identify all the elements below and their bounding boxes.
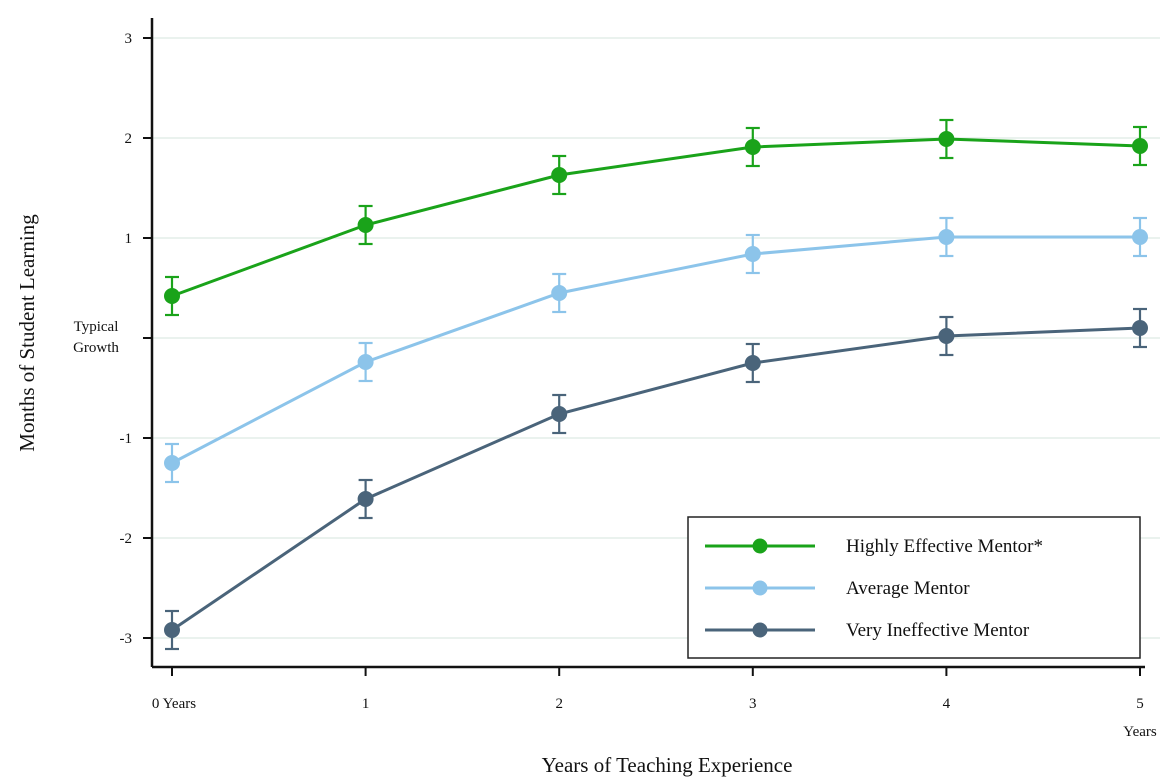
data-point: [744, 139, 761, 155]
data-point: [164, 622, 180, 638]
data-point: [938, 131, 955, 147]
gridlines: [152, 37, 1160, 639]
x-tick-label: 1: [362, 696, 370, 712]
y-tick-label: -3: [120, 631, 133, 647]
series-line: [171, 137, 1141, 298]
data-point: [1132, 229, 1148, 245]
data-point: [164, 455, 180, 471]
data-point: [938, 229, 955, 245]
x-tick-label: 4: [943, 696, 951, 712]
data-point: [551, 167, 568, 183]
typical-growth-label: Typical Growth: [73, 319, 119, 356]
legend-label: Very Ineffective Mentor: [846, 620, 1030, 641]
y-tick-label: 2: [125, 131, 133, 147]
legend-swatch-marker: [752, 622, 768, 638]
legend: Highly Effective Mentor* Average Mentor Ve…: [687, 516, 1141, 659]
legend-label: Average Mentor: [846, 578, 970, 599]
data-point: [357, 491, 374, 507]
data-point: [938, 328, 955, 344]
y-axis-title: Months of Student Learning: [15, 214, 39, 452]
data-point: [744, 246, 761, 262]
x-end-label: Years: [1123, 724, 1157, 740]
y-tick-label: 1: [125, 231, 133, 247]
y-tick-label: -1: [120, 431, 133, 447]
series-line: [171, 235, 1140, 465]
data-point: [1132, 320, 1148, 336]
x-tick-label: 2: [555, 696, 563, 712]
typical-growth-line: Growth: [73, 340, 119, 356]
data-point: [357, 354, 374, 370]
series-group: [164, 118, 1148, 651]
data-point: [164, 288, 180, 304]
x-tick-label: 3: [749, 696, 757, 712]
series-line: [171, 326, 1141, 632]
legend-label: Highly Effective Mentor*: [846, 536, 1043, 557]
series: [164, 216, 1148, 484]
y-tick-label: 3: [125, 31, 133, 47]
x-tick-label: 0 Years: [152, 696, 196, 712]
data-point: [551, 406, 568, 422]
tick-labels: 3 2 1 -1 -2 -3 Typical Growth 0 Years 1 2 3 4 5 Years: [73, 31, 1157, 740]
data-point: [357, 217, 374, 233]
legend-swatch-marker: [752, 580, 768, 596]
x-axis-title: Years of Teaching Experience: [542, 753, 793, 777]
data-point: [744, 355, 761, 371]
data-point: [1132, 138, 1148, 154]
x-tick-label: 5: [1136, 696, 1144, 712]
y-tick-label: -2: [120, 531, 133, 547]
series: [164, 307, 1148, 651]
series: [164, 118, 1148, 317]
data-point: [551, 285, 568, 301]
typical-growth-line: Typical: [74, 319, 119, 335]
axes: [143, 18, 1145, 676]
legend-swatch-marker: [752, 538, 768, 554]
